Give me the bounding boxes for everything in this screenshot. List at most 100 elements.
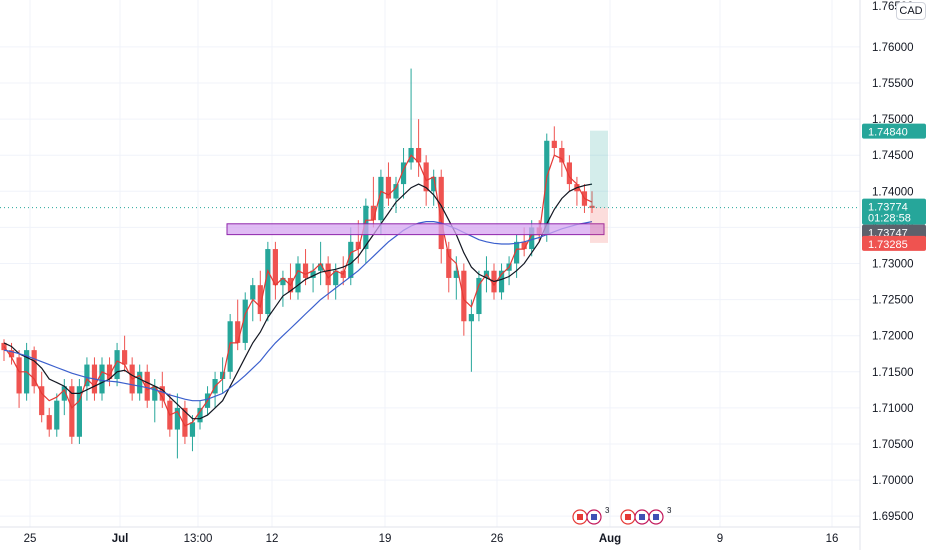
candle-body: [393, 184, 399, 199]
candle-body: [272, 249, 278, 286]
flag-center: [577, 514, 583, 520]
candle-body: [370, 205, 376, 221]
flag-center: [625, 514, 631, 520]
time-tick-label: 25: [24, 533, 37, 545]
price-tick-label: 1.70000: [872, 475, 914, 487]
price-tick-label: 1.75000: [872, 114, 914, 126]
candle-body: [378, 176, 384, 221]
time-tick-label: 13:00: [184, 533, 213, 545]
candle-body: [423, 162, 429, 192]
ma-fast-line: [3, 154, 593, 427]
currency-label[interactable]: CAD: [896, 2, 926, 20]
candle-body: [498, 270, 505, 293]
time-tick-label: Aug: [599, 533, 621, 545]
price-tick-label: 1.69500: [872, 511, 914, 523]
candle-body: [106, 364, 113, 380]
candle-body: [446, 249, 452, 278]
candle-body: [16, 357, 22, 394]
candle-body: [227, 321, 233, 372]
candle-body: [521, 241, 527, 250]
candle-body: [589, 205, 595, 208]
candle-body: [46, 415, 52, 430]
price-tick-label: 1.73000: [872, 259, 914, 271]
candle-body: [257, 285, 263, 315]
candle-body: [453, 270, 459, 278]
loss-zone: [590, 207, 608, 243]
event-count: 3: [605, 506, 610, 515]
candle-body: [197, 407, 203, 423]
candle-body: [84, 364, 90, 387]
candle-body: [348, 241, 354, 278]
candle-body: [416, 147, 422, 163]
last-price-badge: 1.73774: [868, 202, 908, 214]
candle-body: [99, 364, 105, 394]
stop-price-badge: 1.73285: [868, 239, 908, 251]
candle-body: [566, 162, 572, 185]
flag-center: [591, 514, 597, 520]
candle-body: [152, 386, 158, 401]
candle-body: [468, 314, 474, 322]
price-tick-label: 1.76000: [872, 42, 914, 54]
price-tick-label: 1.71000: [872, 403, 914, 415]
ma-slow-line: [3, 221, 593, 402]
time-axis: 25 Jul 13:00 12 19 26 Aug 9 16: [0, 526, 860, 545]
candle-body: [310, 270, 316, 278]
candle-body: [385, 176, 392, 199]
support-zone: [226, 223, 605, 236]
candle-body: [318, 263, 324, 271]
target-price-badge-bg: [862, 123, 926, 139]
candle-body: [355, 241, 361, 250]
candle-body: [235, 321, 241, 343]
candle-body: [400, 162, 407, 185]
candle-body: [189, 422, 196, 437]
price-tick-label: 1.75500: [872, 78, 914, 90]
grid: [0, 0, 860, 527]
candle-body: [114, 350, 120, 380]
candle-body: [325, 263, 331, 286]
candle-body: [514, 241, 520, 264]
countdown-label: 01:28:58: [868, 213, 911, 225]
candle-body: [144, 371, 150, 401]
candle-body: [61, 386, 67, 401]
price-tick-label: 1.72500: [872, 295, 914, 307]
candle-body: [220, 371, 226, 380]
candle-body: [242, 299, 248, 343]
candle-body: [265, 249, 271, 315]
candle-body: [461, 270, 467, 322]
candle-body: [122, 350, 128, 365]
price-tick-label: 1.72000: [872, 331, 914, 343]
time-tick-label: 19: [379, 533, 392, 545]
candle-body: [559, 147, 565, 163]
candle-body: [174, 407, 180, 430]
flag-center: [653, 514, 659, 520]
ma-mid-line: [3, 183, 593, 420]
candle-body: [31, 350, 37, 387]
price-tick-label: 1.74000: [872, 186, 914, 198]
target-price-badge: 1.74840: [868, 127, 908, 139]
time-tick-label: 26: [491, 533, 504, 545]
candle-body: [431, 176, 437, 192]
price-tick-label: 1.74500: [872, 150, 914, 162]
ma-price-badge-bg: [862, 224, 926, 239]
profit-zone: [590, 130, 608, 208]
candle-body: [333, 270, 339, 286]
time-tick-label: 16: [826, 533, 839, 545]
time-tick-label: Jul: [112, 533, 129, 545]
candle-body: [137, 371, 143, 394]
candle-body: [544, 140, 550, 235]
candle-body: [39, 386, 45, 416]
event-count: 3: [667, 506, 672, 515]
time-tick-label: 12: [266, 533, 279, 545]
candle-body: [438, 176, 444, 250]
candle-body: [529, 227, 535, 250]
candle-body: [159, 386, 165, 401]
candle-body: [54, 400, 60, 430]
time-tick-label: 9: [717, 533, 723, 545]
last-price-badge-bg: [862, 198, 926, 225]
price-tick-label: 1.71500: [872, 367, 914, 379]
candle-body: [69, 386, 75, 437]
candle-body: [280, 277, 286, 286]
